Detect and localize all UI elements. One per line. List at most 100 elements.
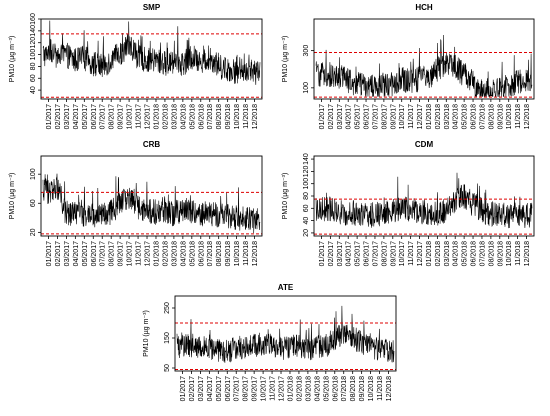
hch-xtick-label: 01/2017 bbox=[319, 104, 326, 129]
cdm-ytick-label: 40 bbox=[303, 217, 310, 225]
ate-ylabel: PM10 (µg m⁻³) bbox=[143, 310, 150, 357]
cdm-xtick-label: 10/2017 bbox=[399, 241, 406, 266]
crb-xtick-label: 03/2017 bbox=[64, 241, 71, 266]
ate-xtick-label: 02/2017 bbox=[189, 376, 196, 401]
smp-xtick-label: 06/2017 bbox=[91, 104, 98, 129]
ate-plot-frame bbox=[174, 295, 397, 372]
crb-xtick-label: 08/2017 bbox=[109, 241, 116, 266]
ate-xtick-label: 09/2017 bbox=[252, 376, 259, 401]
crb-series-line bbox=[42, 173, 261, 234]
crb-xtick-label: 11/2018 bbox=[243, 241, 250, 266]
crb-xtick-label: 10/2017 bbox=[127, 241, 134, 266]
ate-xtick-label: 10/2017 bbox=[261, 376, 268, 401]
ate-xtick-label: 03/2018 bbox=[305, 376, 312, 401]
ate-xtick-label: 04/2018 bbox=[314, 376, 321, 401]
ate-xtick-label: 07/2018 bbox=[341, 376, 348, 401]
cdm-series-line bbox=[315, 172, 533, 229]
crb-xtick-label: 05/2018 bbox=[189, 241, 196, 266]
cdm-xtick-label: 10/2018 bbox=[506, 241, 513, 266]
hch-xtick-label: 01/2018 bbox=[426, 104, 433, 129]
smp-xtick-label: 11/2018 bbox=[243, 104, 250, 129]
crb-xtick-label: 04/2018 bbox=[180, 241, 187, 266]
ate-xtick-label: 01/2017 bbox=[180, 376, 187, 401]
hch-ytick-label: 100 bbox=[303, 82, 310, 94]
hch-xtick-label: 03/2018 bbox=[444, 104, 451, 129]
hch-ytick-label: 300 bbox=[303, 45, 310, 57]
hch-xtick-label: 06/2017 bbox=[364, 104, 371, 129]
cdm-ytick-label: 100 bbox=[303, 178, 310, 190]
cdm-xtick-label: 02/2017 bbox=[328, 241, 335, 266]
hch-xtick-label: 08/2018 bbox=[488, 104, 495, 129]
hch-xtick-label: 10/2018 bbox=[506, 104, 513, 129]
hch-xtick-label: 12/2018 bbox=[524, 104, 531, 129]
smp-xtick-label: 03/2017 bbox=[64, 104, 71, 129]
ate-xtick-label: 08/2017 bbox=[243, 376, 250, 401]
hch-xtick-label: 02/2018 bbox=[435, 104, 442, 129]
smp-xtick-label: 04/2018 bbox=[180, 104, 187, 129]
crb-xtick-label: 07/2018 bbox=[207, 241, 214, 266]
cdm-xtick-label: 09/2018 bbox=[497, 241, 504, 266]
cdm-xtick-label: 07/2018 bbox=[479, 241, 486, 266]
cdm-xtick-label: 05/2017 bbox=[355, 241, 362, 266]
ate-xtick-label: 06/2018 bbox=[332, 376, 339, 401]
hch-title: HCH bbox=[415, 3, 433, 12]
crb-xtick-label: 06/2017 bbox=[91, 241, 98, 266]
smp-ytick-label: 140 bbox=[30, 25, 37, 37]
crb-xtick-label: 07/2017 bbox=[100, 241, 107, 266]
ate-title: ATE bbox=[278, 283, 294, 292]
smp-xtick-label: 01/2017 bbox=[46, 104, 53, 129]
smp-plot-frame bbox=[40, 18, 263, 100]
hch-xtick-label: 09/2018 bbox=[497, 104, 504, 129]
smp-ytick-label: 40 bbox=[30, 86, 37, 94]
ate-xtick-label: 10/2018 bbox=[368, 376, 375, 401]
crb-ylabel: PM10 (µg m⁻³) bbox=[9, 173, 16, 220]
smp-ytick-label: 120 bbox=[30, 37, 37, 49]
cdm-xtick-label: 07/2017 bbox=[372, 241, 379, 266]
cdm-ytick-label: 120 bbox=[303, 165, 310, 177]
smp-xtick-label: 05/2018 bbox=[189, 104, 196, 129]
crb-xtick-label: 02/2017 bbox=[55, 241, 62, 266]
crb-xtick-label: 10/2018 bbox=[234, 241, 241, 266]
ate-series-line bbox=[176, 305, 395, 363]
crb-xtick-label: 12/2018 bbox=[252, 241, 259, 266]
smp-xtick-label: 09/2017 bbox=[118, 104, 125, 129]
crb-xtick-label: 12/2017 bbox=[145, 241, 152, 266]
smp-xtick-label: 01/2018 bbox=[153, 104, 160, 129]
cdm-xtick-label: 03/2018 bbox=[444, 241, 451, 266]
smp-xtick-label: 12/2018 bbox=[252, 104, 259, 129]
cdm-xtick-label: 01/2017 bbox=[319, 241, 326, 266]
ate-ytick-label: 250 bbox=[164, 302, 171, 314]
crb-xtick-label: 05/2017 bbox=[82, 241, 89, 266]
cdm-xtick-label: 06/2017 bbox=[364, 241, 371, 266]
cdm-title: CDM bbox=[415, 140, 434, 149]
smp-xtick-label: 02/2017 bbox=[55, 104, 62, 129]
cdm-ytick-label: 60 bbox=[303, 204, 310, 212]
ate-xtick-label: 01/2018 bbox=[287, 376, 294, 401]
ate-ytick-label: 50 bbox=[164, 364, 171, 372]
ate-xtick-label: 03/2017 bbox=[198, 376, 205, 401]
hch-series-line bbox=[315, 34, 533, 98]
smp-ylabel: PM10 (µg m⁻³) bbox=[9, 36, 16, 83]
cdm-plot-frame bbox=[313, 155, 535, 237]
crb-xtick-label: 03/2018 bbox=[171, 241, 178, 266]
ate-xtick-label: 04/2017 bbox=[207, 376, 214, 401]
cdm-xtick-label: 12/2017 bbox=[417, 241, 424, 266]
smp-xtick-label: 07/2017 bbox=[100, 104, 107, 129]
crb-xtick-label: 08/2018 bbox=[216, 241, 223, 266]
smp-xtick-label: 08/2017 bbox=[109, 104, 116, 129]
hch-xtick-label: 05/2018 bbox=[462, 104, 469, 129]
cdm-xtick-label: 12/2018 bbox=[524, 241, 531, 266]
crb-xtick-label: 02/2018 bbox=[162, 241, 169, 266]
cdm-xtick-label: 06/2018 bbox=[471, 241, 478, 266]
ate-xtick-label: 12/2017 bbox=[279, 376, 286, 401]
ate-xtick-label: 07/2017 bbox=[234, 376, 241, 401]
smp-xtick-label: 03/2018 bbox=[171, 104, 178, 129]
cdm-xtick-label: 02/2018 bbox=[435, 241, 442, 266]
hch-xtick-label: 02/2017 bbox=[328, 104, 335, 129]
hch-xtick-label: 09/2017 bbox=[390, 104, 397, 129]
ate-ytick-label: 150 bbox=[164, 332, 171, 344]
